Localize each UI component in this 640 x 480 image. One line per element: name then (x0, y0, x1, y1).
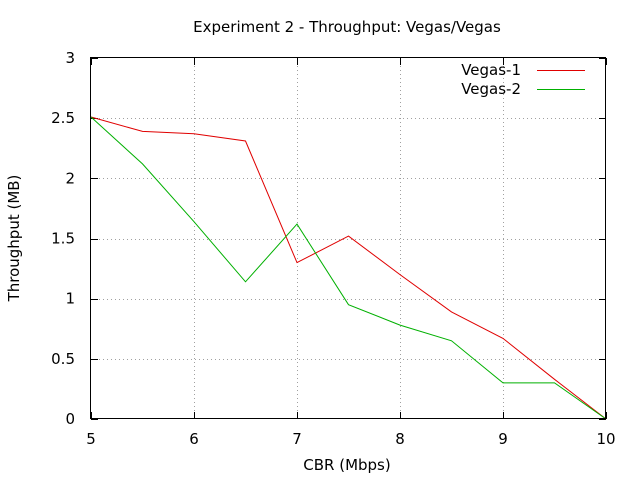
series-layer (90, 116, 607, 420)
x-tick-label: 9 (498, 430, 508, 448)
grid-layer (91, 58, 606, 419)
y-tick-label: 2 (65, 169, 75, 187)
legend-label: Vegas-2 (461, 80, 521, 98)
y-tick-label: 0 (65, 410, 75, 428)
y-axis-title: Throughput (MB) (5, 175, 23, 303)
x-axis-title: CBR (Mbps) (303, 456, 390, 474)
x-tick-label: 8 (395, 430, 405, 448)
x-tick-label: 5 (86, 430, 96, 448)
ticks-layer: 0 0.5 1 1.5 2 2.5 3 5 6 7 8 9 10 (51, 49, 615, 448)
plot-frame (90, 57, 606, 419)
legend-label: Vegas-1 (461, 61, 521, 79)
x-tick-label: 10 (596, 430, 615, 448)
series-line-vegas-2 (90, 116, 607, 420)
y-tick-label: 2.5 (51, 109, 75, 127)
y-tick-label: 0.5 (51, 350, 75, 368)
y-tick-label: 1.5 (51, 230, 75, 248)
chart-title: Experiment 2 - Throughput: Vegas/Vegas (193, 18, 501, 36)
x-tick-label: 7 (292, 430, 302, 448)
y-tick-label: 1 (65, 290, 75, 308)
x-tick-label: 6 (189, 430, 199, 448)
y-tick-label: 3 (65, 49, 75, 67)
series-line-vegas-1 (90, 116, 607, 420)
